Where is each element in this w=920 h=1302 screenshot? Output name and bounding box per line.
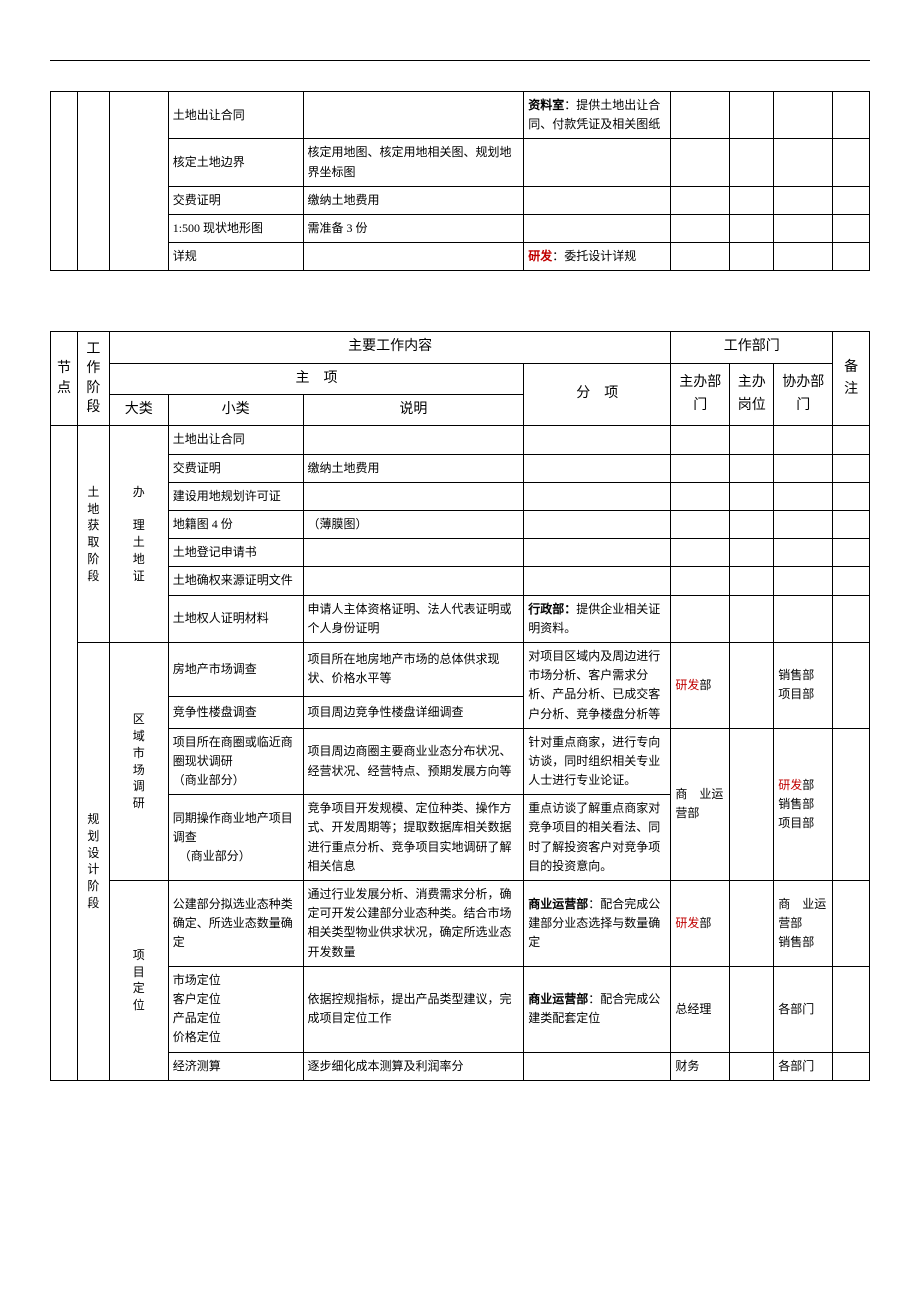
col-header-jd: 节点 bbox=[51, 332, 78, 426]
cell: 土地出让合同 bbox=[168, 92, 303, 139]
col-header-dept: 工作部门 bbox=[671, 332, 833, 363]
cell: 商业运营部：配合完成公建类配套定位 bbox=[524, 966, 671, 1052]
cell: 研发部 bbox=[671, 881, 730, 967]
dl-cell: 办 理土地证 bbox=[109, 426, 168, 643]
table-row: 市场定位客户定位产品定位价格定位 依据控规指标，提出产品类型建议，完成项目定位工… bbox=[51, 966, 870, 1052]
cell: 1:500 现状地形图 bbox=[168, 214, 303, 242]
cell: 通过行业发展分析、消费需求分析，确定可开发公建部分业态种类。结合市场相关类型物业… bbox=[303, 881, 524, 967]
table-gap bbox=[50, 271, 870, 331]
cell: 建设用地规划许可证 bbox=[168, 482, 303, 510]
cell: 依据控规指标，提出产品类型建议，完成项目定位工作 bbox=[303, 966, 524, 1052]
cell bbox=[303, 92, 524, 139]
cell: 行政部：提供企业相关证明资料。 bbox=[524, 595, 671, 642]
cell: 财务 bbox=[671, 1052, 730, 1080]
cell: 项目周边商圈主要商业业态分布状况、经营状况、经营特点、预期发展方向等 bbox=[303, 728, 524, 795]
page-top-rule bbox=[50, 60, 870, 61]
table-row: 规划设计阶段 区域市场调研 房地产市场调查 项目所在地房地产市场的总体供求现状、… bbox=[51, 642, 870, 696]
col-header-zgw: 主办岗位 bbox=[730, 363, 774, 426]
col-header-sm: 说明 bbox=[303, 395, 524, 426]
table-row: 土地权人证明材料 申请人主体资格证明、法人代表证明或个人身份证明 行政部：提供企… bbox=[51, 595, 870, 642]
col-header-gzjd: 工作阶段 bbox=[77, 332, 109, 426]
cell: 项目周边竞争性楼盘详细调查 bbox=[303, 696, 524, 728]
col-header-mainwork: 主要工作内容 bbox=[109, 332, 670, 363]
cell: 同期操作商业地产项目调查 （商业部分） bbox=[168, 795, 303, 881]
cell: 申请人主体资格证明、法人代表证明或个人身份证明 bbox=[303, 595, 524, 642]
cell: 项目所在商圈或临近商圈现状调研（商业部分） bbox=[168, 728, 303, 795]
cell: 研发：委托设计详规 bbox=[524, 243, 671, 271]
cell: 土地确权来源证明文件 bbox=[168, 567, 303, 595]
table-row: 经济测算 逐步细化成本测算及利润率分 财务 各部门 bbox=[51, 1052, 870, 1080]
cell: 缴纳土地费用 bbox=[303, 454, 524, 482]
col-header-xbm: 协办部门 bbox=[774, 363, 833, 426]
table-1: 土地出让合同 资料室：提供土地出让合同、付款凭证及相关图纸 核定土地边界 核定用… bbox=[50, 91, 870, 271]
cell: （薄膜图） bbox=[303, 511, 524, 539]
cell: 重点访谈了解重点商家对竞争项目的相关看法、同时了解投资客户对竞争项目的投资意向。 bbox=[524, 795, 671, 881]
cell: 经济测算 bbox=[168, 1052, 303, 1080]
cell: 缴纳土地费用 bbox=[303, 186, 524, 214]
table-header-row: 主 项 分 项 主办部门 主办岗位 协办部门 bbox=[51, 363, 870, 394]
stage-cell: 规划设计阶段 bbox=[77, 642, 109, 1080]
cell: 研发部 bbox=[671, 642, 730, 728]
cell: 地籍图 4 份 bbox=[168, 511, 303, 539]
col-header-xl: 小类 bbox=[168, 395, 303, 426]
cell: 核定用地图、核定用地相关图、规划地界坐标图 bbox=[303, 139, 524, 186]
cell: 需准备 3 份 bbox=[303, 214, 524, 242]
cell: 市场定位客户定位产品定位价格定位 bbox=[168, 966, 303, 1052]
table-row: 核定土地边界 核定用地图、核定用地相关图、规划地界坐标图 bbox=[51, 139, 870, 186]
cell: 各部门 bbox=[774, 1052, 833, 1080]
cell: 对项目区域内及周边进行市场分析、客户需求分析、产品分析、已成交客户分析、竞争楼盘… bbox=[524, 642, 671, 728]
cell: 销售部项目部 bbox=[774, 642, 833, 728]
col-header-fx: 分 项 bbox=[524, 363, 671, 426]
table-row: 项目所在商圈或临近商圈现状调研（商业部分） 项目周边商圈主要商业业态分布状况、经… bbox=[51, 728, 870, 795]
dl-cell: 项目定位 bbox=[109, 881, 168, 1081]
cell: 研发部销售部项目部 bbox=[774, 728, 833, 880]
table-row: 土地确权来源证明文件 bbox=[51, 567, 870, 595]
table-row: 土地登记申请书 bbox=[51, 539, 870, 567]
cell: 竞争项目开发规模、定位种类、操作方式、开发周期等；提取数据库相关数据进行重点分析… bbox=[303, 795, 524, 881]
cell: 土地出让合同 bbox=[168, 426, 303, 454]
cell: 针对重点商家，进行专向访谈，同时组织相关专业人士进行专业论证。 bbox=[524, 728, 671, 795]
table-row: 土地获取阶段 办 理土地证 土地出让合同 bbox=[51, 426, 870, 454]
cell: 公建部分拟选业态种类确定、所选业态数量确定 bbox=[168, 881, 303, 967]
cell: 商 业运营部销售部 bbox=[774, 881, 833, 967]
dl-cell: 区域市场调研 bbox=[109, 642, 168, 880]
cell: 交费证明 bbox=[168, 454, 303, 482]
cell: 交费证明 bbox=[168, 186, 303, 214]
cell: 资料室：提供土地出让合同、付款凭证及相关图纸 bbox=[524, 92, 671, 139]
cell: 项目所在地房地产市场的总体供求现状、价格水平等 bbox=[303, 642, 524, 696]
col-header-bz: 备注 bbox=[833, 332, 870, 426]
cell: 商 业运营部 bbox=[671, 728, 730, 880]
table-row: 1:500 现状地形图 需准备 3 份 bbox=[51, 214, 870, 242]
table-row: 交费证明 缴纳土地费用 bbox=[51, 454, 870, 482]
table-row: 交费证明 缴纳土地费用 bbox=[51, 186, 870, 214]
cell: 总经理 bbox=[671, 966, 730, 1052]
table-row: 土地出让合同 资料室：提供土地出让合同、付款凭证及相关图纸 bbox=[51, 92, 870, 139]
table-row: 建设用地规划许可证 bbox=[51, 482, 870, 510]
table-row: 项目定位 公建部分拟选业态种类确定、所选业态数量确定 通过行业发展分析、消费需求… bbox=[51, 881, 870, 967]
table-row: 详规 研发：委托设计详规 bbox=[51, 243, 870, 271]
col-header-mainitem: 主 项 bbox=[109, 363, 523, 394]
cell: 土地登记申请书 bbox=[168, 539, 303, 567]
cell bbox=[303, 426, 524, 454]
col-header-zbm: 主办部门 bbox=[671, 363, 730, 426]
cell: 详规 bbox=[168, 243, 303, 271]
cell: 商业运营部：配合完成公建部分业态选择与数量确定 bbox=[524, 881, 671, 967]
stage-cell: 土地获取阶段 bbox=[77, 426, 109, 643]
table-row: 地籍图 4 份 （薄膜图） bbox=[51, 511, 870, 539]
cell: 土地权人证明材料 bbox=[168, 595, 303, 642]
cell: 核定土地边界 bbox=[168, 139, 303, 186]
cell: 各部门 bbox=[774, 966, 833, 1052]
cell: 逐步细化成本测算及利润率分 bbox=[303, 1052, 524, 1080]
table-header-row: 节点 工作阶段 主要工作内容 工作部门 备注 bbox=[51, 332, 870, 363]
cell: 房地产市场调查 bbox=[168, 642, 303, 696]
cell bbox=[303, 243, 524, 271]
col-header-dl: 大类 bbox=[109, 395, 168, 426]
cell: 竞争性楼盘调查 bbox=[168, 696, 303, 728]
table-2: 节点 工作阶段 主要工作内容 工作部门 备注 主 项 分 项 主办部门 主办岗位… bbox=[50, 331, 870, 1080]
